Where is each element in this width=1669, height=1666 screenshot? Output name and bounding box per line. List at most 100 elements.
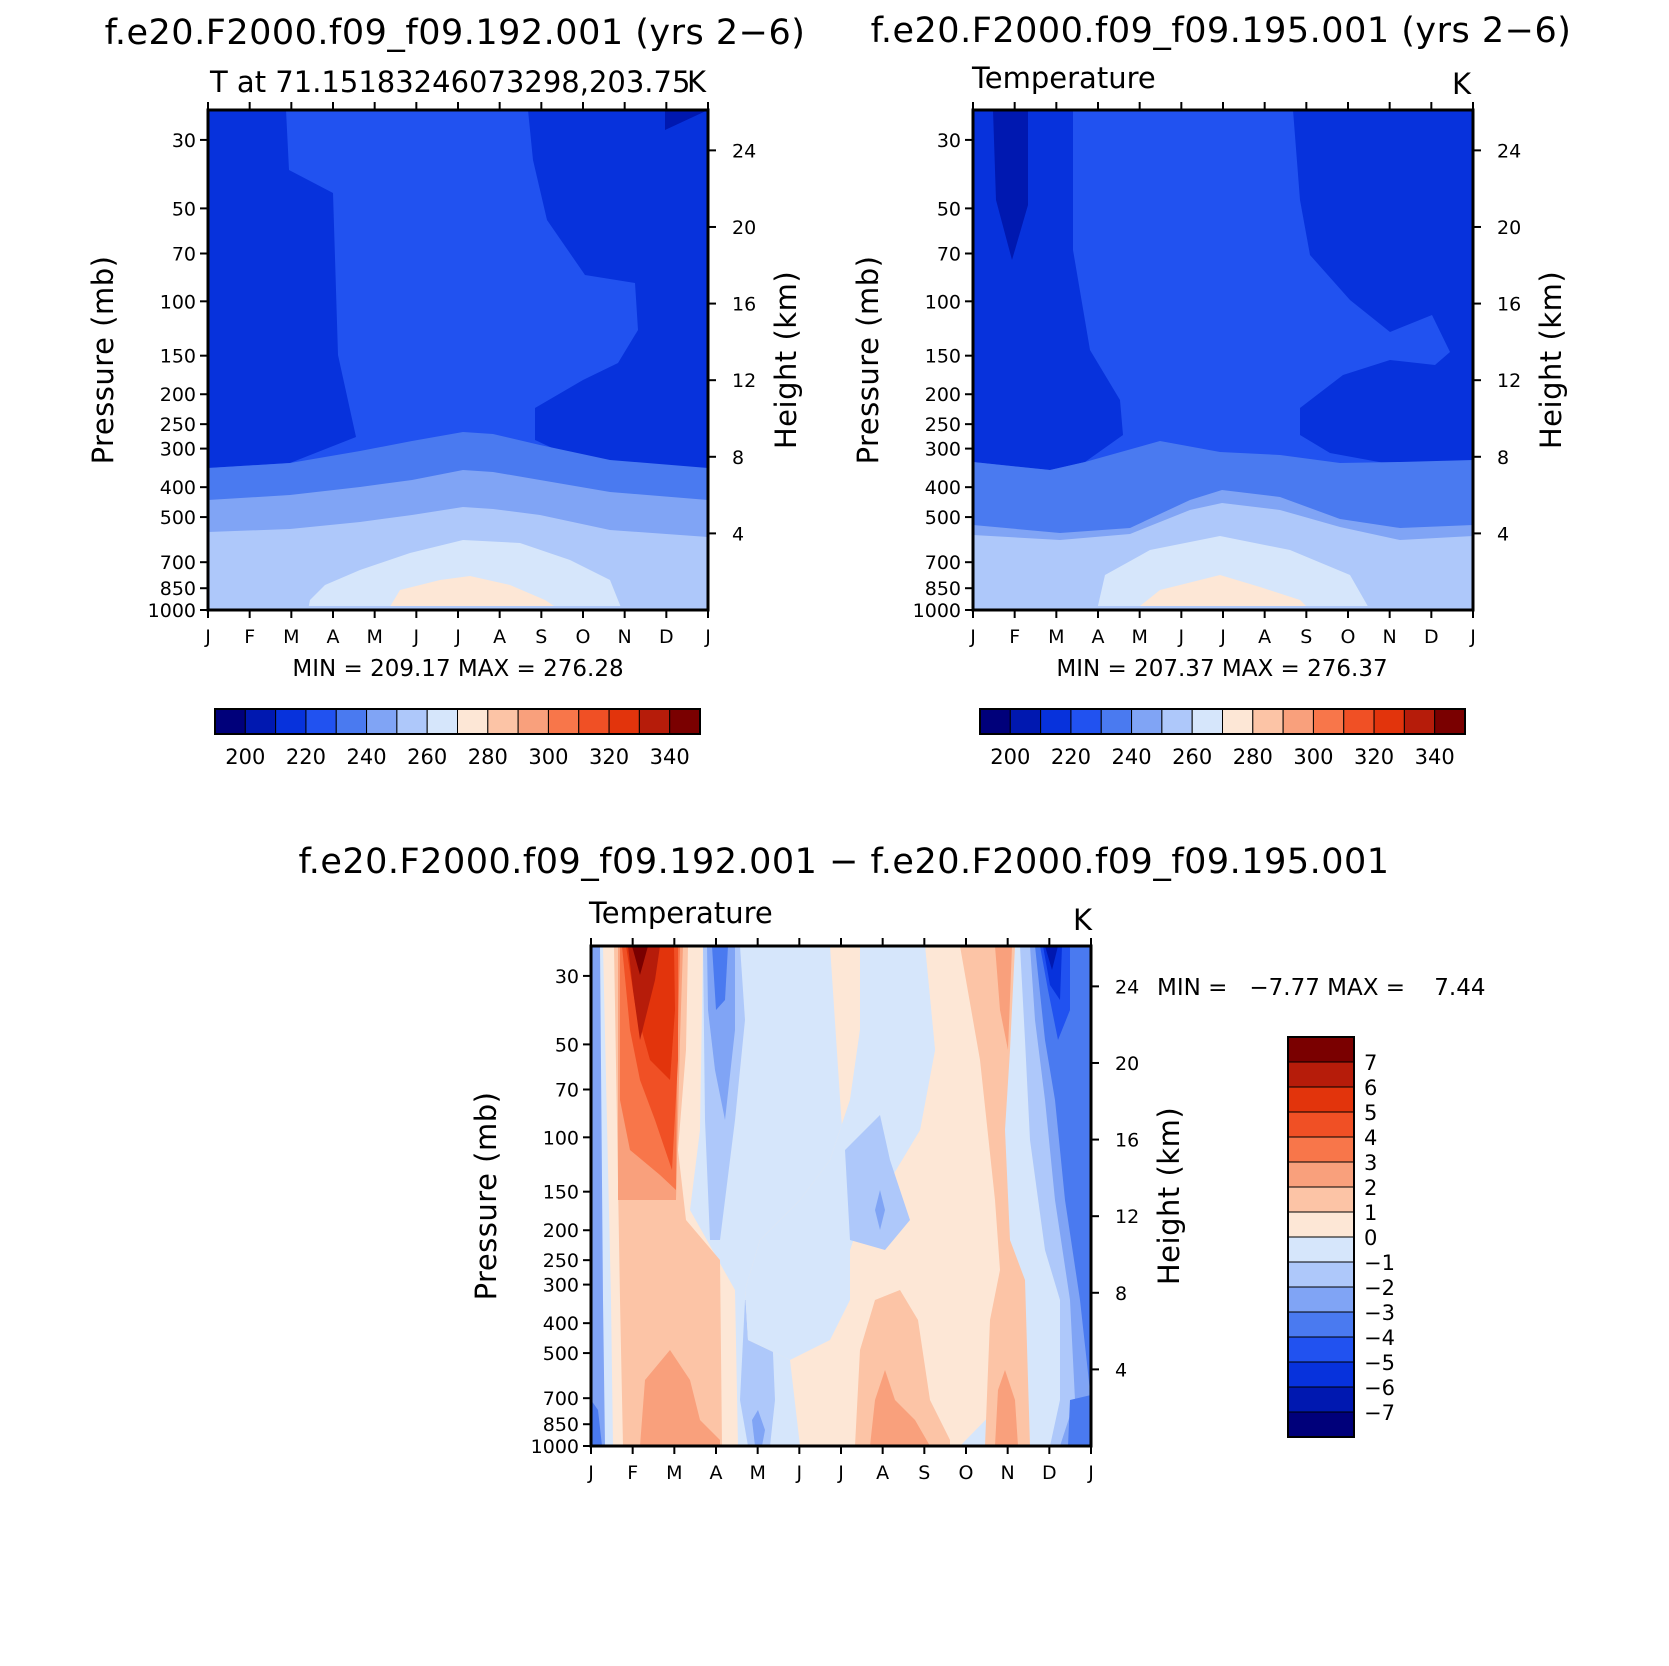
x-tick-label: O bbox=[959, 1462, 974, 1484]
colorbar-swatch bbox=[1070, 708, 1102, 735]
y-right-tick-label: 8 bbox=[732, 447, 744, 469]
panel-1-colorbar: 200 220 240 260 280 300 320 340 bbox=[214, 708, 701, 769]
y-tick-label: 1000 bbox=[148, 600, 196, 622]
y-right-tick-label: 16 bbox=[732, 294, 756, 316]
panel-1-ylabel-right: Height (km) bbox=[769, 271, 803, 449]
colorbar-label: 3 bbox=[1364, 1151, 1377, 1175]
colorbar-label: 5 bbox=[1364, 1101, 1377, 1125]
x-tick-label: O bbox=[1341, 626, 1356, 648]
colorbar-swatch bbox=[305, 708, 337, 735]
colorbar-label: −3 bbox=[1364, 1301, 1395, 1325]
colorbar-swatch bbox=[1222, 708, 1254, 735]
colorbar-swatch bbox=[457, 708, 489, 735]
x-tick-label: A bbox=[1092, 626, 1105, 648]
x-tick-label: J bbox=[587, 1462, 594, 1484]
x-tick-label: A bbox=[327, 626, 340, 648]
colorbar-label: 240 bbox=[1112, 745, 1152, 769]
colorbar-swatch bbox=[1287, 1261, 1355, 1288]
colorbar-swatch bbox=[1282, 708, 1314, 735]
x-tick-label: D bbox=[1042, 1462, 1057, 1484]
y-tick-label: 250 bbox=[925, 414, 961, 436]
y-tick-label: 850 bbox=[160, 578, 196, 600]
colorbar-swatch bbox=[1287, 1411, 1355, 1438]
colorbar-label: 6 bbox=[1364, 1076, 1377, 1100]
y-tick-label: 150 bbox=[543, 1182, 579, 1204]
colorbar-label: 0 bbox=[1364, 1226, 1377, 1250]
colorbar-swatch bbox=[1252, 708, 1284, 735]
y-right-tick-label: 16 bbox=[1497, 294, 1521, 316]
x-tick-label: M bbox=[283, 626, 299, 648]
colorbar-swatch bbox=[214, 708, 246, 735]
y-right-tick-label: 16 bbox=[1115, 1130, 1139, 1152]
panel-1-ticks: J F M A M J J A S O N D J 30 50 70 100 150 200 250 300 400 500… bbox=[148, 102, 756, 648]
x-tick-label: J bbox=[796, 1462, 803, 1484]
x-tick-label: D bbox=[659, 626, 674, 648]
colorbar-swatch bbox=[1287, 1036, 1355, 1063]
panel-3-ylabel: Pressure (mb) bbox=[469, 1092, 503, 1301]
panel-1-ylabel: Pressure (mb) bbox=[86, 256, 120, 465]
colorbar-label: −4 bbox=[1364, 1326, 1395, 1350]
colorbar-swatch bbox=[1009, 708, 1042, 735]
x-tick-label: A bbox=[710, 1462, 723, 1484]
x-tick-label: D bbox=[1424, 626, 1439, 648]
y-tick-label: 300 bbox=[543, 1275, 579, 1297]
y-tick-label: 70 bbox=[937, 244, 961, 266]
colorbar-swatch bbox=[638, 708, 671, 735]
y-tick-label: 500 bbox=[543, 1343, 579, 1365]
colorbar-label: 260 bbox=[407, 745, 447, 769]
panel-3-axes: J F M A M J J A S O N D J 30 50 70 100 150 200 250 300 400 500… bbox=[531, 938, 1139, 1484]
panel-2-units: K bbox=[1452, 67, 1472, 101]
y-tick-label: 50 bbox=[555, 1034, 579, 1056]
colorbar-label: −2 bbox=[1364, 1276, 1395, 1300]
y-tick-label: 200 bbox=[543, 1220, 579, 1242]
y-right-tick-label: 8 bbox=[1497, 447, 1509, 469]
y-tick-label: 850 bbox=[543, 1414, 579, 1436]
y-tick-label: 100 bbox=[543, 1127, 579, 1149]
colorbar-swatch bbox=[1191, 708, 1223, 735]
colorbar-label: 220 bbox=[286, 745, 326, 769]
colorbar-swatch bbox=[1287, 1236, 1355, 1263]
y-right-tick-label: 12 bbox=[732, 370, 756, 392]
colorbar-swatch bbox=[1287, 1086, 1355, 1113]
y-tick-label: 70 bbox=[555, 1080, 579, 1102]
colorbar-label: 260 bbox=[1172, 745, 1212, 769]
colorbar-swatch bbox=[578, 708, 610, 735]
colorbar-swatch bbox=[1343, 708, 1375, 735]
colorbar-label: 200 bbox=[225, 745, 265, 769]
colorbar-swatch bbox=[1287, 1161, 1355, 1188]
colorbar-swatch bbox=[487, 708, 519, 735]
panel-2-subtitle-left: Temperature bbox=[971, 61, 1156, 95]
y-right-tick-label: 24 bbox=[1115, 976, 1139, 998]
x-tick-label: N bbox=[1001, 1462, 1015, 1484]
colorbar-label: 340 bbox=[650, 745, 690, 769]
x-tick-label: J bbox=[969, 626, 976, 648]
colorbar-label: 320 bbox=[1354, 745, 1394, 769]
panel-3-title: f.e20.F2000.f09_f09.192.001 − f.e20.F200… bbox=[298, 842, 1389, 882]
x-tick-label: J bbox=[837, 1462, 844, 1484]
colorbar-label: −7 bbox=[1364, 1401, 1395, 1425]
x-tick-label: A bbox=[493, 626, 506, 648]
y-tick-label: 500 bbox=[160, 507, 196, 529]
y-tick-label: 1000 bbox=[531, 1436, 579, 1458]
panel-3-minmax: MIN = −7.77 MAX = 7.44 bbox=[1157, 975, 1486, 1001]
y-tick-label: 50 bbox=[172, 198, 196, 220]
colorbar-label: 300 bbox=[528, 745, 568, 769]
colorbar-swatch bbox=[1287, 1361, 1355, 1388]
colorbar-label: −5 bbox=[1364, 1351, 1395, 1375]
colorbar-label: 300 bbox=[1293, 745, 1333, 769]
y-right-tick-label: 12 bbox=[1115, 1206, 1139, 1228]
x-tick-label: J bbox=[1219, 626, 1226, 648]
colorbar-swatch bbox=[547, 708, 580, 735]
colorbar-swatch bbox=[517, 708, 549, 735]
x-tick-label: J bbox=[1087, 1462, 1094, 1484]
y-right-tick-label: 20 bbox=[732, 217, 756, 239]
panel-1-title: f.e20.F2000.f09_f09.192.001 (yrs 2−6) bbox=[105, 13, 806, 53]
x-tick-label: S bbox=[535, 626, 547, 648]
colorbar-label: −1 bbox=[1364, 1251, 1395, 1275]
colorbar-label: 200 bbox=[990, 745, 1030, 769]
y-tick-label: 30 bbox=[555, 966, 579, 988]
x-tick-label: J bbox=[704, 626, 711, 648]
colorbar-swatch bbox=[1287, 1311, 1355, 1338]
